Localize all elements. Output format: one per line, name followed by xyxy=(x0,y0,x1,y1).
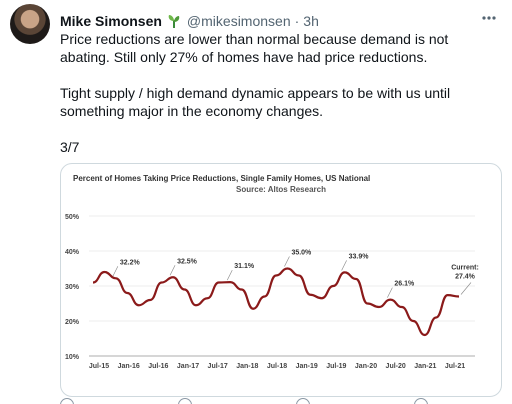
reply-icon[interactable] xyxy=(60,398,74,404)
thread-counter: 3/7 xyxy=(60,139,80,155)
y-tick-label: 30% xyxy=(65,284,80,291)
separator-dot: · xyxy=(294,13,300,29)
x-tick-label: Jul-19 xyxy=(326,363,346,370)
x-tick-label: Jan-21 xyxy=(414,363,436,370)
annotation-label: 35.0% xyxy=(291,250,312,257)
share-icon[interactable] xyxy=(414,398,428,404)
annotation-leader xyxy=(387,287,393,298)
tweet-body: Price reductions are lower than normal b… xyxy=(60,30,500,156)
x-tick-label: Jul-17 xyxy=(208,363,228,370)
tweet-text-paragraph-2: Tight supply / high demand dynamic appea… xyxy=(60,85,451,119)
series-line xyxy=(92,267,460,337)
annotation-leader xyxy=(112,266,119,277)
y-tick-label: 10% xyxy=(65,354,80,361)
annotation-label: 32.5% xyxy=(177,258,198,265)
more-options-icon[interactable] xyxy=(478,9,500,29)
author-avatar[interactable] xyxy=(10,4,50,44)
chart-image-card[interactable]: Percent of Homes Taking Price Reductions… xyxy=(60,163,502,397)
x-tick-label: Jul-15 xyxy=(89,363,109,370)
author-name[interactable]: Mike Simonsen xyxy=(60,13,162,29)
x-tick-label: Jul-18 xyxy=(267,363,287,370)
author-handle[interactable]: @mikesimonsen xyxy=(186,13,291,29)
annotation-label: 33.9% xyxy=(349,253,370,260)
current-label-line1: Current: xyxy=(451,265,479,272)
annotation-label: 31.1% xyxy=(234,263,255,270)
sprout-emoji-icon xyxy=(168,15,180,28)
annotation-leader xyxy=(284,256,290,267)
like-icon[interactable] xyxy=(296,398,310,404)
y-tick-label: 20% xyxy=(65,319,80,326)
more-dots-glyph xyxy=(482,16,496,20)
x-tick-label: Jan-17 xyxy=(177,363,199,370)
tweet-text-paragraph-1: Price reductions are lower than normal b… xyxy=(60,31,449,65)
x-tick-label: Jan-16 xyxy=(118,363,140,370)
current-label-line2: 27.4% xyxy=(455,274,476,281)
y-tick-label: 50% xyxy=(65,214,80,221)
chart-subtitle: Source: Altos Research xyxy=(236,185,326,194)
retweet-icon[interactable] xyxy=(178,398,192,404)
annotation-leader xyxy=(169,265,176,276)
tweet-header: Mike Simonsen @mikesimonsen · 3h xyxy=(60,11,319,31)
annotation-label: 26.1% xyxy=(394,281,415,288)
y-tick-label: 40% xyxy=(65,249,80,256)
chart-title: Percent of Homes Taking Price Reductions… xyxy=(73,174,371,183)
x-tick-label: Jan-19 xyxy=(296,363,318,370)
x-tick-label: Jul-16 xyxy=(148,363,168,370)
tweet-actions xyxy=(60,398,500,404)
annotation-label: 32.2% xyxy=(120,259,141,266)
x-tick-label: Jul-21 xyxy=(445,363,465,370)
tweet-time[interactable]: 3h xyxy=(303,13,319,29)
annotation-leader xyxy=(341,260,347,271)
x-tick-label: Jan-18 xyxy=(236,363,258,370)
x-tick-label: Jan-20 xyxy=(355,363,377,370)
price-reduction-chart: 50% 40% 30% 20% 10% Jul-15 Jan-16 Jul-16 Jan-17 J… xyxy=(65,214,479,370)
current-leader xyxy=(460,282,472,295)
annotation-leader xyxy=(226,270,233,281)
x-tick-label: Jul-20 xyxy=(386,363,406,370)
